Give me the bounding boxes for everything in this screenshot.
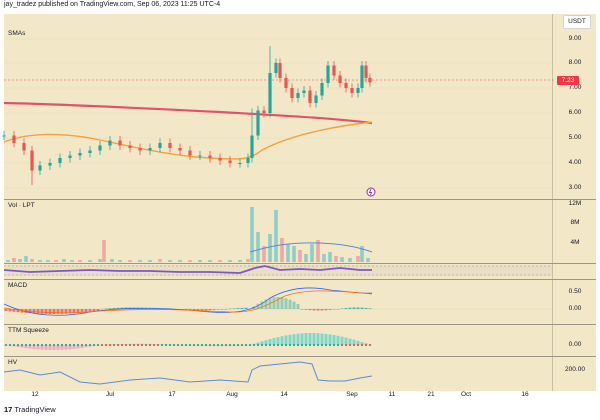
pane-label-hv[interactable]: HV	[8, 359, 18, 366]
time-tick: 12	[31, 391, 39, 398]
pane-divider	[4, 279, 596, 280]
pane-divider	[4, 199, 596, 200]
price-tick: 4.00	[568, 159, 582, 166]
price-tick: 3.00	[568, 184, 582, 191]
time-tick: Sep	[346, 391, 358, 398]
time-tick: Jul	[105, 391, 115, 398]
price-tick: 7.00	[568, 84, 582, 91]
price-tick: 8.00	[568, 59, 582, 66]
tradingview-mark-icon: 17	[4, 405, 13, 414]
volume-tick: 8M	[570, 219, 580, 226]
pane-label-ttm[interactable]: TTM Squeeze	[8, 327, 49, 334]
price-tick: 9.00	[568, 35, 582, 42]
pane-label-smas[interactable]: SMAs	[8, 30, 26, 37]
price-tick: 6.00	[568, 109, 582, 116]
time-tick: 16	[521, 391, 529, 398]
macd-tick: 0.00	[568, 305, 582, 312]
time-tick: 14	[280, 391, 288, 398]
pane-label-macd[interactable]: MACD	[8, 282, 28, 289]
volume-tick: 4M	[570, 239, 580, 246]
tradingview-brand-text: TradingView	[14, 405, 56, 414]
last-price-tag: 7.23	[557, 76, 579, 85]
time-tick: Oct	[460, 391, 472, 398]
ttm-tick: 0.00	[568, 341, 582, 348]
pane-label-volume[interactable]: Vol · LPT	[8, 202, 35, 209]
price-tick: 5.00	[568, 134, 582, 141]
pane-divider	[4, 263, 596, 264]
volume-tick: 12M	[568, 200, 582, 207]
price-axis-divider	[552, 14, 553, 391]
pane-divider	[4, 324, 596, 325]
currency-button[interactable]: USDT	[563, 15, 591, 29]
pane-label-rsi[interactable]: RSI	[8, 266, 19, 273]
time-tick: 17	[168, 391, 176, 398]
pane-divider	[4, 356, 596, 357]
hv-tick: 200.00	[565, 366, 585, 373]
tradingview-logo[interactable]: 17 TradingView	[4, 405, 56, 414]
time-tick: Aug	[226, 391, 238, 398]
time-tick: 21	[427, 391, 435, 398]
chart-area[interactable]	[4, 14, 596, 391]
time-tick: 11	[388, 391, 396, 398]
macd-tick: 0.50	[568, 288, 582, 295]
publish-header: jay_tradez published on TradingView.com,…	[4, 1, 221, 8]
